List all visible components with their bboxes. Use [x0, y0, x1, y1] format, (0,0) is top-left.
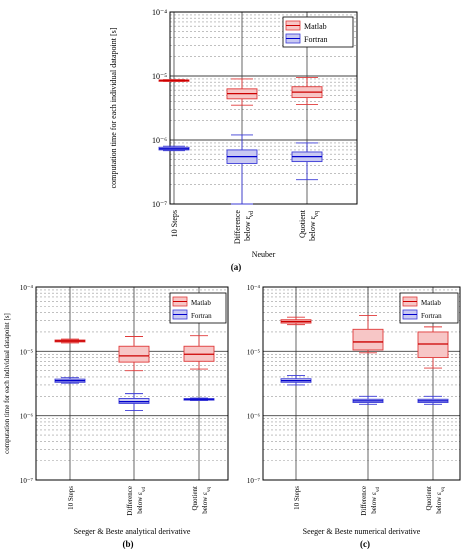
- y-tick-label: 10⁻⁴: [152, 8, 167, 17]
- y-tick-label: 10⁻⁵: [20, 348, 34, 356]
- category-label: Difference below εvd: [360, 486, 381, 516]
- category-label-line1: 10 Steps: [67, 486, 75, 510]
- box: [118, 345, 150, 363]
- series-matlab: [280, 315, 449, 369]
- series-fortran: [54, 377, 215, 412]
- category-label-line1: Quotient: [191, 486, 199, 511]
- legend-label: Matlab: [191, 299, 211, 307]
- category-label: 10 Steps: [67, 486, 75, 510]
- plot-frame: [35, 286, 229, 481]
- legend-label: Matlab: [421, 299, 441, 307]
- chart-panel-1: 10⁻⁷ 10⁻⁶ 10⁻⁵ 10⁻⁴ computation time for eac…: [109, 8, 358, 272]
- box: [352, 328, 384, 351]
- category-label: Quotient below εvq: [425, 486, 446, 514]
- panel-label: (b): [123, 539, 134, 549]
- category-label-subscript: vd: [142, 487, 147, 493]
- legend: Matlab Fortran: [282, 16, 354, 48]
- category-label-line2: below ε: [435, 492, 443, 514]
- y-tick-label: 10⁻⁵: [152, 72, 167, 81]
- category-label-line1: Difference: [126, 486, 134, 516]
- category-label-line1: 10 Steps: [170, 210, 179, 237]
- category-label: Quotient below εvq: [298, 209, 320, 241]
- category-label-subscript: vq: [314, 211, 320, 217]
- category-label-line1: Quotient: [425, 486, 433, 511]
- legend-label: Fortran: [421, 312, 442, 320]
- category-label-subscript: vd: [376, 487, 381, 493]
- category-label: 10 Steps: [293, 486, 301, 510]
- y-axis-label: computation time for each individual dat…: [109, 27, 118, 188]
- category-label-line2: below ε: [136, 492, 144, 514]
- series-matlab: [54, 335, 215, 372]
- y-tick-label: 10⁻⁶: [152, 136, 167, 145]
- box: [417, 331, 449, 359]
- box: [118, 398, 150, 404]
- category-label-line2: below ε: [308, 215, 317, 241]
- y-tick-label: 10⁻⁷: [247, 477, 261, 485]
- chart-panel-3: 10⁻⁷10⁻⁶10⁻⁵10⁻⁴10 Steps Difference below …: [247, 284, 461, 549]
- y-tick-label: 10⁻⁵: [247, 348, 261, 356]
- category-label-line2: below ε: [201, 492, 209, 514]
- category-label-line1: Quotient: [298, 209, 307, 238]
- y-tick-label: 10⁻⁴: [20, 284, 34, 292]
- legend: Matlab Fortran: [169, 292, 227, 324]
- y-tick-label: 10⁻⁶: [247, 413, 261, 421]
- series-fortran: [158, 134, 323, 205]
- category-label-line1: Difference: [360, 486, 368, 516]
- category-label-subscript: vq: [441, 487, 446, 493]
- category-label-line1: Difference: [233, 210, 242, 245]
- plot-frame: [169, 11, 358, 205]
- legend: Matlab Fortran: [399, 292, 459, 324]
- panel-label: (c): [360, 539, 370, 549]
- panel-label: (a): [231, 262, 242, 272]
- series-fortran: [280, 375, 449, 405]
- category-label-line2: below ε: [370, 492, 378, 514]
- y-tick-label: 10⁻⁷: [152, 200, 167, 209]
- x-axis-label: Seeger & Beste numerical derivative: [303, 527, 421, 536]
- category-label-line1: 10 Steps: [293, 486, 301, 510]
- category-label: 10 Steps: [170, 210, 179, 237]
- series-matlab: [158, 76, 323, 106]
- category-label: Quotient below εvq: [191, 486, 212, 514]
- plot-frame: [262, 286, 461, 481]
- category-label: Difference below εvd: [126, 486, 147, 516]
- category-label-subscript: vq: [207, 487, 212, 493]
- legend-label: Matlab: [304, 22, 327, 31]
- x-axis-label: Neuber: [252, 250, 276, 259]
- category-label-line2: below ε: [243, 215, 252, 241]
- y-tick-label: 10⁻⁷: [20, 477, 34, 485]
- category-label-subscript: vd: [249, 211, 255, 217]
- category-label: Difference below εvd: [233, 210, 255, 245]
- y-tick-label: 10⁻⁴: [247, 284, 261, 292]
- y-tick-label: 10⁻⁶: [20, 413, 34, 421]
- y-axis-label: computation time for each individual dat…: [3, 313, 11, 454]
- chart-panel-2: 10⁻⁷ 10⁻⁶ 10⁻⁵ 10⁻⁴ computation time for eac…: [3, 284, 229, 549]
- legend-label: Fortran: [191, 312, 212, 320]
- legend-label: Fortran: [304, 35, 328, 44]
- x-axis-label: Seeger & Beste analytical derivative: [74, 527, 191, 536]
